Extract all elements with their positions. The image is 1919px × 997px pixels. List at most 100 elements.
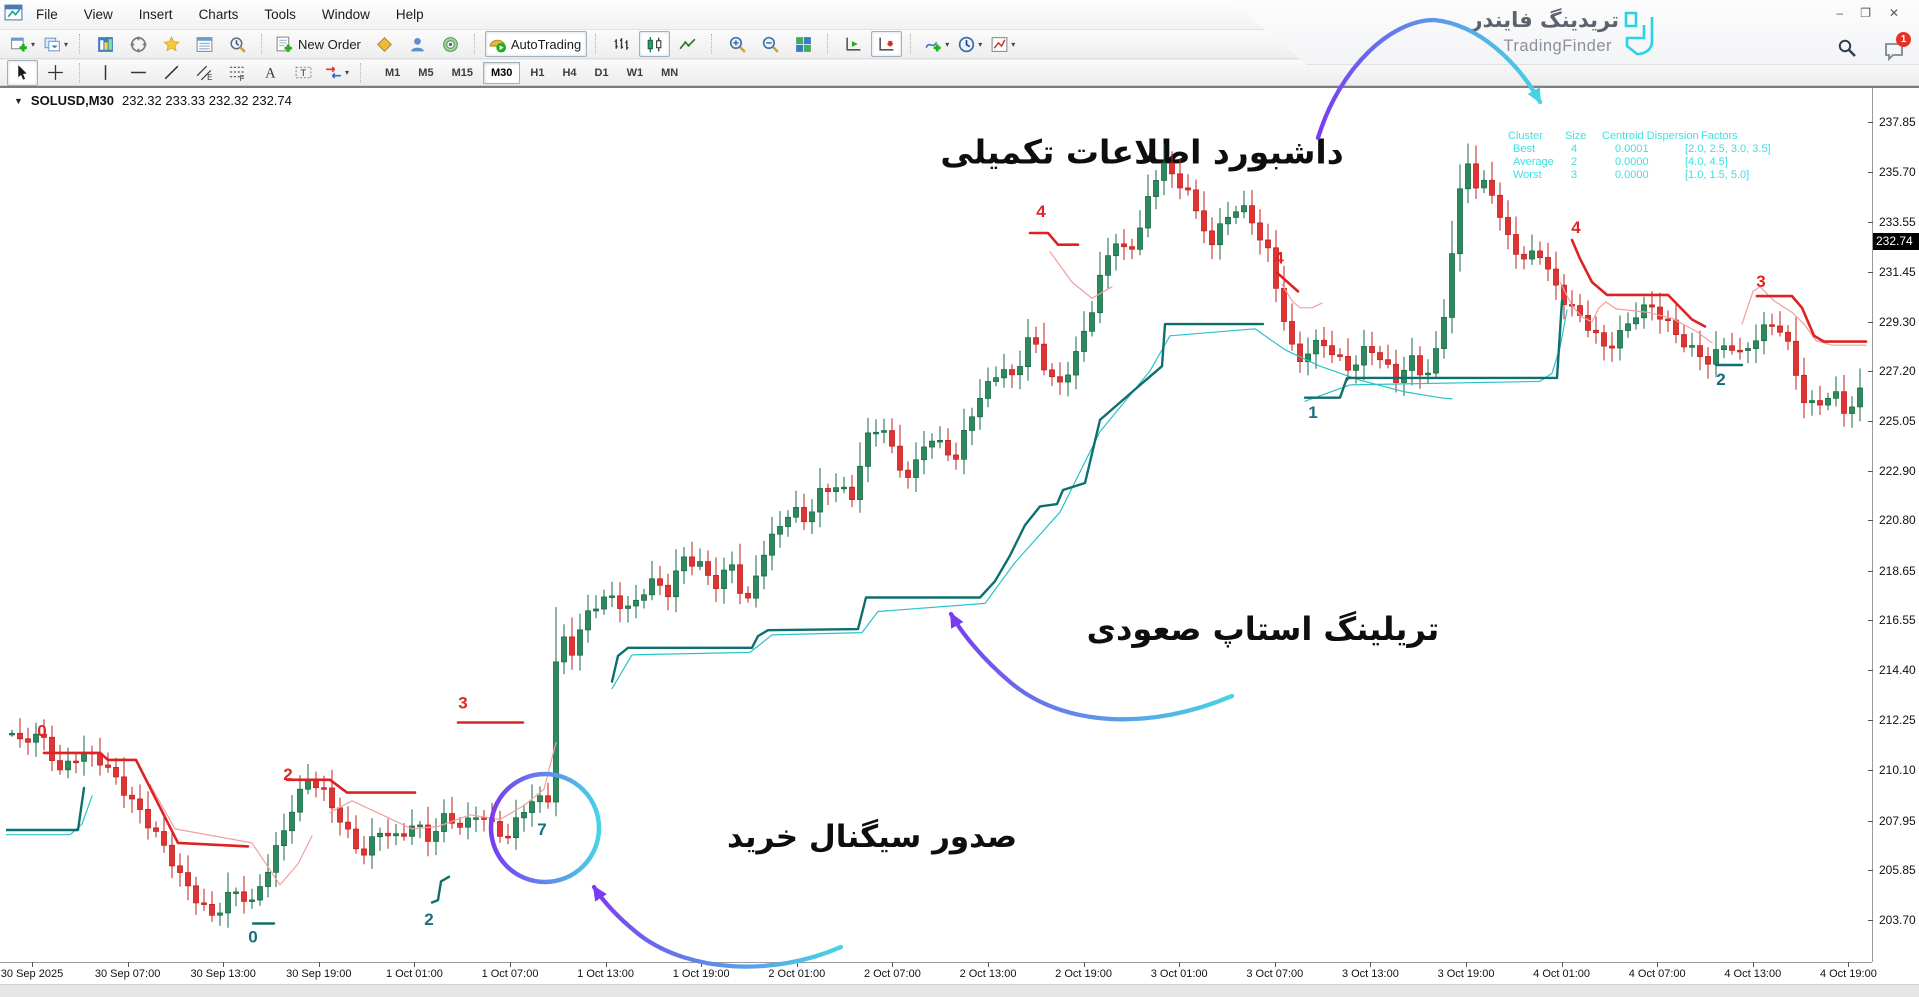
chart-symbol: SOLUSD,M30 [30, 93, 114, 108]
chart-bars-button[interactable] [606, 31, 637, 57]
time-axis-tick [1370, 962, 1372, 967]
annotation-buy-signal: صدور سیگنال خرید [726, 819, 1018, 855]
price-axis-tick [1868, 370, 1873, 372]
signals-button[interactable] [435, 31, 466, 57]
chart-line-button[interactable] [672, 31, 703, 57]
time-axis-tick [1274, 962, 1276, 967]
restore-button[interactable]: ❐ [1860, 6, 1871, 20]
expert-advisors-button[interactable] [369, 31, 400, 57]
expert-advisors-icon [375, 35, 394, 54]
crosshair-button[interactable] [40, 60, 71, 86]
periods-dropdown-icon[interactable]: ▾ [978, 39, 983, 49]
price-axis-label: 216.55 [1879, 612, 1916, 627]
text-label-button[interactable]: T [288, 60, 319, 86]
data-window-button[interactable] [189, 31, 220, 57]
vertical-line-button[interactable] [90, 60, 121, 86]
close-button[interactable]: ✕ [1888, 6, 1899, 20]
cluster-cell: 0.0000 [1615, 169, 1649, 181]
time-axis-tick [127, 962, 129, 967]
cluster-cell: 3 [1571, 169, 1578, 181]
indicators-dropdown-icon[interactable]: ▾ [945, 39, 950, 49]
menu-help[interactable]: Help [395, 7, 424, 22]
autotrading-button[interactable]: AutoTrading [484, 31, 588, 57]
cluster-cell: Worst [1513, 169, 1542, 181]
zoom-in-button[interactable] [722, 31, 753, 57]
chart-candles-button[interactable] [639, 31, 671, 57]
cluster-cell: 2 [1571, 156, 1578, 168]
annotation-dashboard: داشبورد اطلاعات تکمیلی [940, 132, 1344, 172]
brand-name-english: TradingFinder [1503, 37, 1612, 55]
fibonacci-button[interactable]: F [222, 60, 253, 86]
time-axis[interactable] [0, 963, 1872, 984]
chart-bars-icon [612, 35, 631, 54]
indicators-icon [924, 35, 943, 54]
timeframe-h4[interactable]: H4 [562, 66, 577, 79]
strategy-tester-button[interactable] [222, 31, 253, 57]
zoom-in-icon [728, 35, 747, 54]
timeframe-mn[interactable]: MN [661, 66, 679, 79]
symbol-dropdown-icon[interactable]: ▼ [14, 95, 23, 106]
tile-windows-icon [794, 35, 813, 54]
time-axis-tick [318, 962, 320, 967]
menu-charts[interactable]: Charts [198, 7, 239, 22]
minimize-button[interactable]: – [1836, 6, 1843, 20]
timeframe-m5[interactable]: M5 [418, 66, 434, 79]
time-axis-tick [892, 962, 894, 967]
horizontal-line-button[interactable] [123, 60, 154, 86]
trendline-button[interactable] [156, 60, 187, 86]
price-axis-tick [1868, 471, 1873, 473]
market-watch-icon [96, 35, 115, 54]
community-button[interactable] [402, 31, 433, 57]
zoom-out-button[interactable] [755, 31, 786, 57]
shapes-dropdown-icon[interactable]: ▾ [345, 68, 350, 77]
price-axis-tick [1868, 321, 1873, 323]
timeframe-m30[interactable]: M30 [482, 61, 521, 84]
equidistant-channel-button[interactable]: E [189, 60, 220, 86]
crosshair-icon [46, 63, 65, 82]
timeframe-d1[interactable]: D1 [594, 66, 609, 79]
time-axis-label: 2 Oct 13:00 [959, 968, 1017, 980]
new-chart-dropdown-icon[interactable]: ▾ [31, 39, 36, 49]
templates-dropdown-icon[interactable]: ▾ [1011, 39, 1016, 49]
auto-scroll-button[interactable] [838, 31, 869, 57]
timeframe-h1[interactable]: H1 [530, 66, 545, 79]
profiles-dropdown-icon[interactable]: ▾ [64, 39, 69, 49]
timeframe-w1[interactable]: W1 [626, 66, 644, 79]
shapes-button[interactable]: ▾ [321, 60, 352, 86]
cursor-button[interactable] [7, 59, 38, 86]
chart-shift-button[interactable] [871, 31, 903, 57]
price-axis-tick [1868, 222, 1873, 224]
navigator-button[interactable] [123, 31, 154, 57]
profiles-button[interactable]: ▾ [40, 31, 71, 57]
price-axis-label: 212.25 [1879, 713, 1916, 728]
periods-button[interactable]: ▾ [954, 31, 985, 57]
favorites-button[interactable] [156, 31, 187, 57]
toolbar-separator [360, 62, 365, 83]
search-icon[interactable] [1837, 38, 1857, 63]
menu-view[interactable]: View [83, 7, 113, 22]
new-order-button[interactable]: New Order [272, 31, 367, 57]
app-icon[interactable] [4, 3, 23, 27]
menu-window[interactable]: Window [321, 7, 370, 22]
menu-insert[interactable]: Insert [138, 7, 173, 22]
menu-tools[interactable]: Tools [264, 7, 296, 22]
toolbar-separator [910, 34, 915, 54]
chart-border [0, 86, 1919, 88]
templates-icon [990, 35, 1009, 54]
time-axis-label: 4 Oct 01:00 [1533, 968, 1591, 980]
menu-file[interactable]: File [36, 7, 58, 22]
annotation-trailing-stop: تریلینگ استاپ صعودی [1086, 610, 1440, 648]
time-axis-tick [988, 962, 989, 967]
templates-button[interactable]: ▾ [987, 31, 1018, 57]
chart-ohlc: 232.32 233.33 232.32 232.74 [122, 93, 292, 108]
new-chart-button[interactable]: ▾ [7, 31, 38, 57]
timeframe-m1[interactable]: M1 [385, 66, 401, 79]
time-axis-label: 30 Sep 19:00 [286, 968, 352, 980]
time-axis-tick [796, 962, 798, 967]
timeframe-bar: M1 M5 M15 M30 H1 H4 D1 W1 MN [376, 61, 687, 84]
market-watch-button[interactable] [90, 31, 121, 57]
timeframe-m15[interactable]: M15 [451, 66, 473, 79]
indicators-button[interactable]: ▾ [921, 31, 952, 57]
tile-windows-button[interactable] [788, 31, 819, 57]
text-button[interactable]: A [255, 60, 286, 86]
